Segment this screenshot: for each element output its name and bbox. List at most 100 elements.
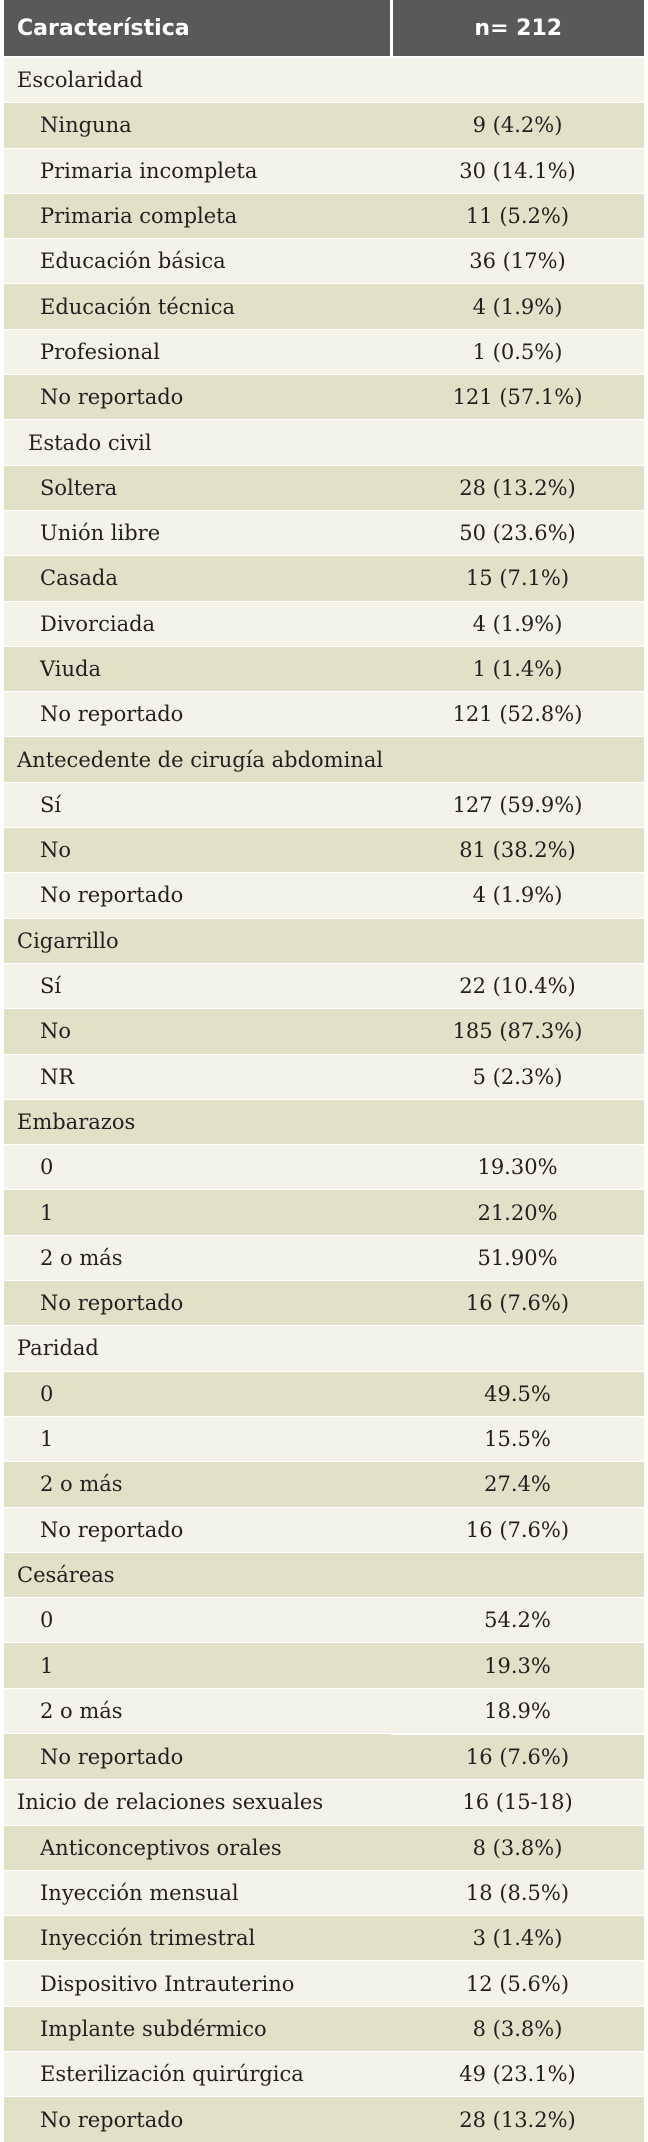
row-value: 8 (3.8%) [391, 2005, 644, 2052]
table-row: 1 19.3% [4, 1642, 644, 1689]
table-row: No reportado 121 (52.8%) [4, 691, 644, 737]
row-value: 127 (59.9%) [391, 781, 644, 828]
row-label: No reportado [4, 872, 391, 919]
row-value: 16 (7.6%) [391, 1280, 644, 1326]
row-label: No reportado [4, 2096, 391, 2142]
table-row: Educación básica 36 (17%) [4, 238, 644, 284]
row-value [391, 736, 644, 783]
row-value: 15.5% [391, 1415, 644, 1462]
row-label: 2 o más [4, 1234, 391, 1281]
table-section-row: Cesáreas [4, 1551, 644, 1598]
row-value: 3 (1.4%) [391, 1915, 644, 1961]
table-row: Sí 22 (10.4%) [4, 962, 644, 1009]
row-label: Sí [4, 781, 391, 828]
row-value: 4 (1.9%) [391, 600, 644, 647]
header-characteristic: Característica [4, 0, 393, 58]
table-row: 1 15.5% [4, 1415, 644, 1462]
row-label: Primaria completa [4, 192, 391, 239]
row-label: 1 [4, 1189, 391, 1236]
row-label: 0 [4, 1144, 391, 1190]
row-value: 49.5% [391, 1370, 644, 1417]
row-value: 4 (1.9%) [391, 872, 644, 919]
row-label: Educación básica [4, 238, 391, 284]
row-label: 0 [4, 1370, 391, 1417]
row-value: 18 (8.5%) [391, 1869, 644, 1916]
table-row: Educación técnica 4 (1.9%) [4, 283, 644, 330]
row-value: 11 (5.2%) [391, 192, 644, 239]
section-label: Cesáreas [4, 1551, 391, 1598]
section-label: Antecedente de cirugía abdominal [4, 736, 391, 783]
table-row: Inyección trimestral 3 (1.4%) [4, 1915, 644, 1961]
row-label: 1 [4, 1642, 391, 1689]
row-value: 21.20% [391, 1189, 644, 1236]
row-value: 185 (87.3%) [391, 1008, 644, 1055]
table-row: Ninguna 9 (4.2%) [4, 102, 644, 149]
row-value [391, 56, 644, 103]
row-value: 30 (14.1%) [391, 147, 644, 194]
row-value: 15 (7.1%) [391, 555, 644, 602]
table-header-row: Característica n= 212 [4, 0, 644, 58]
row-value: 19.30% [391, 1144, 644, 1190]
row-value: 49 (23.1%) [391, 2051, 644, 2097]
row-value: 121 (52.8%) [391, 691, 644, 737]
row-value: 1 (1.4%) [391, 645, 644, 692]
row-value: 16 (15-18) [391, 1779, 644, 1826]
section-label: Embarazos [4, 1098, 391, 1145]
row-label: Casada [4, 555, 391, 602]
row-value: 50 (23.6%) [391, 509, 644, 556]
table-row: 0 49.5% [4, 1370, 644, 1417]
row-label: No reportado [4, 1506, 391, 1553]
row-label: Soltera [4, 464, 391, 511]
characteristics-table: Característica n= 212 Escolaridad Ninguna… [4, 0, 644, 2142]
row-label: Anticonceptivos orales [4, 1824, 391, 1871]
row-value [391, 1551, 644, 1598]
table-row: Profesional 1 (0.5%) [4, 328, 644, 375]
table-row: Primaria completa 11 (5.2%) [4, 192, 644, 239]
row-value: 36 (17%) [391, 238, 644, 284]
row-label: Profesional [4, 328, 391, 375]
row-label: Dispositivo Intrauterino [4, 1960, 391, 2007]
table-row: No reportado 16 (7.6%) [4, 1280, 644, 1326]
table-row: 0 19.30% [4, 1144, 644, 1190]
header-sample-size: n= 212 [391, 0, 644, 58]
table-row: No reportado 121 (57.1%) [4, 374, 644, 420]
row-label: Inyección mensual [4, 1869, 391, 1916]
table-row: Implante subdérmico 8 (3.8%) [4, 2005, 644, 2052]
table-row: Viuda 1 (1.4%) [4, 645, 644, 692]
table-row: Divorciada 4 (1.9%) [4, 600, 644, 647]
row-label: Unión libre [4, 509, 391, 556]
row-label: Divorciada [4, 600, 391, 647]
row-label: No reportado [4, 691, 391, 737]
row-value: 51.90% [391, 1234, 644, 1281]
row-label: Sí [4, 962, 391, 1009]
table-section-row: Cigarrillo [4, 917, 644, 964]
row-value [391, 1325, 644, 1372]
table-section-row: Embarazos [4, 1098, 644, 1145]
table-row: No 81 (38.2%) [4, 827, 644, 873]
table-row: Sí 127 (59.9%) [4, 781, 644, 828]
table-row: 2 o más 18.9% [4, 1687, 644, 1734]
row-label: Primaria incompleta [4, 147, 391, 194]
row-label: No [4, 1008, 391, 1055]
table-section-row: Inicio de relaciones sexuales 16 (15-18) [4, 1779, 644, 1826]
row-value: 54.2% [391, 1597, 644, 1643]
table-row: Dispositivo Intrauterino 12 (5.6%) [4, 1960, 644, 2007]
row-label: No [4, 827, 391, 873]
table-section-row: Paridad [4, 1325, 644, 1372]
table-row: No reportado 16 (7.6%) [4, 1506, 644, 1553]
table-row: Inyección mensual 18 (8.5%) [4, 1869, 644, 1916]
characteristics-table-container: Característica n= 212 Escolaridad Ninguna… [4, 0, 644, 2142]
row-label: 0 [4, 1597, 391, 1643]
row-value: 5 (2.3%) [391, 1053, 644, 1100]
row-label: No reportado [4, 1733, 391, 1780]
row-value: 121 (57.1%) [391, 374, 644, 420]
section-label: Cigarrillo [4, 917, 391, 964]
row-label: No reportado [4, 1280, 391, 1326]
row-label: 1 [4, 1415, 391, 1462]
row-value: 81 (38.2%) [391, 827, 644, 873]
row-value: 1 (0.5%) [391, 328, 644, 375]
row-label: 2 o más [4, 1461, 391, 1507]
section-label: Inicio de relaciones sexuales [4, 1779, 391, 1826]
row-value [391, 1098, 644, 1145]
row-label: Educación técnica [4, 283, 391, 330]
